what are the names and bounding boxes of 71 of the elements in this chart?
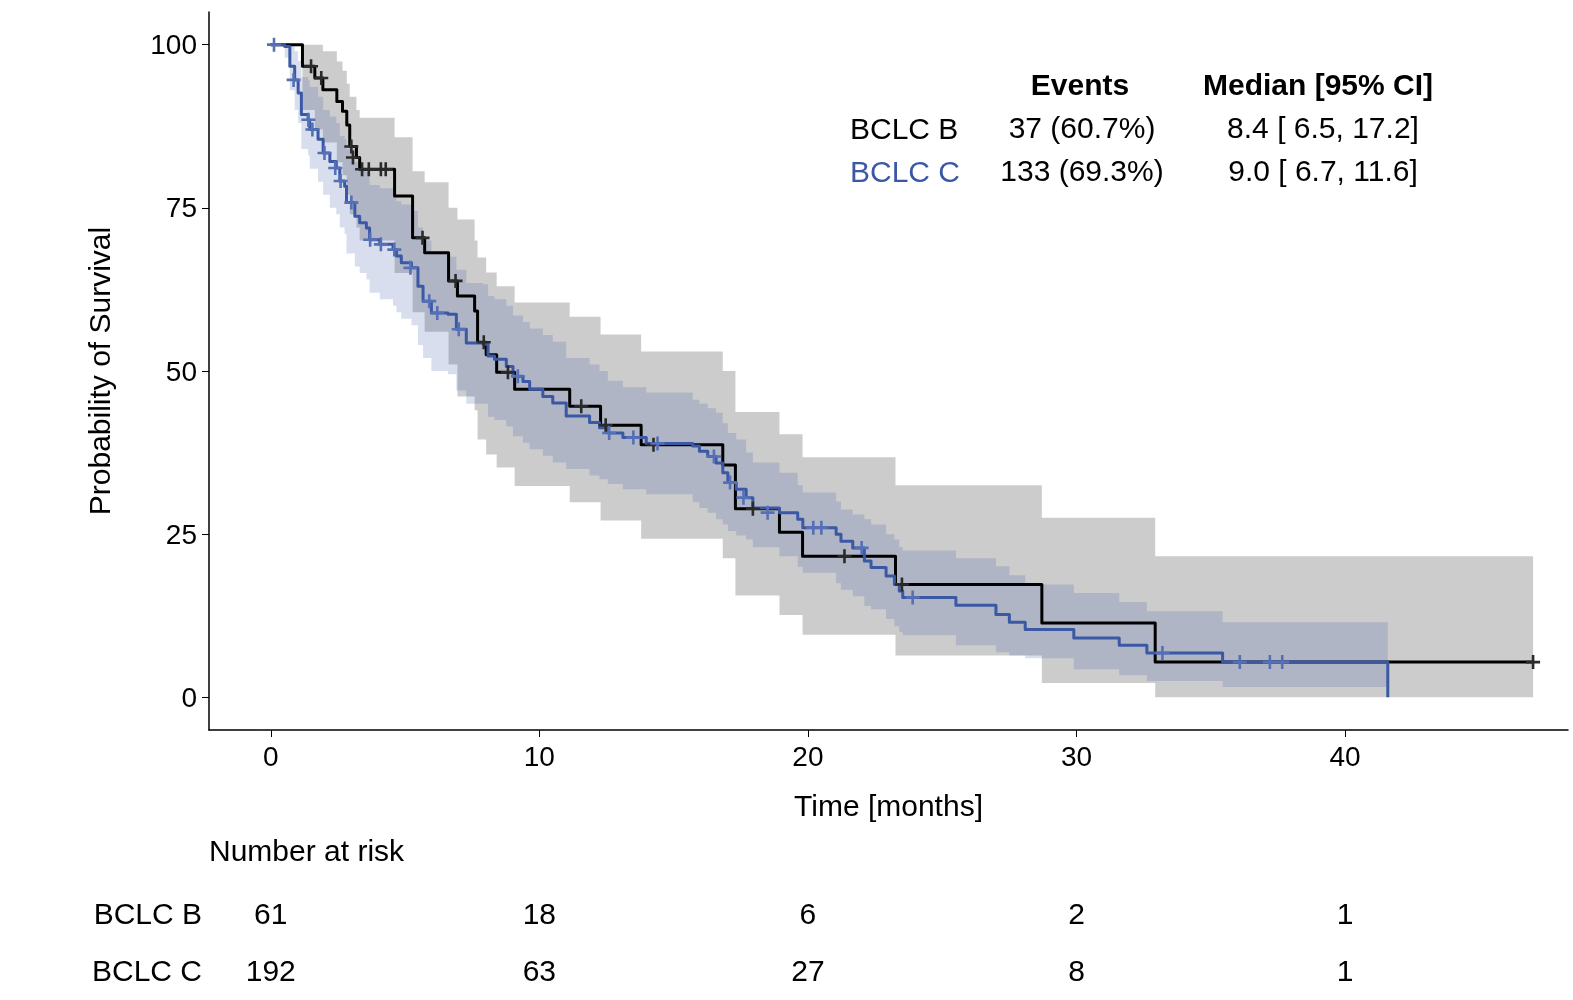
text: 8 [1068,953,1085,987]
point [1275,655,1290,670]
y-axis-title: Probability of Survival [82,226,116,516]
text: 27 [791,953,825,987]
annotation: 37 (60.7%) [1008,110,1156,144]
point [314,70,329,85]
point [328,161,343,175]
point [760,505,775,520]
y-tick-label: 0 [181,681,197,713]
point [837,549,852,564]
annotation: Median [95% CI] [1202,67,1434,101]
point [373,237,388,252]
point [598,418,613,433]
point [448,273,463,288]
point [267,37,281,52]
y-tick-label: 50 [165,355,197,387]
y-tick-label: 100 [150,29,197,61]
point [345,150,360,165]
x-tick-label: 10 [523,740,555,772]
text: BCLC C [850,154,961,188]
x-tick-label: 40 [1329,740,1361,772]
text: Number at risk [209,833,406,867]
text: BCLC B [850,111,959,145]
point [854,540,869,555]
text: BCLC B [93,896,202,930]
point [286,72,301,87]
x-axis-title: Time [months] [794,788,983,822]
text: 18 [522,896,557,930]
annotation: 9.0 [ 6.7, 11.6] [1228,153,1418,187]
point [1232,655,1247,670]
point [706,449,721,464]
text: BCLC C [91,953,202,987]
point [510,369,525,384]
point [415,230,430,245]
annotation: 133 (69.3%) [1000,153,1164,187]
point [317,145,332,160]
text: 192 [245,953,296,987]
text: 61 [254,896,288,930]
point [403,260,418,275]
point [430,305,445,320]
point [894,577,909,592]
point [1155,645,1170,660]
point [301,112,316,127]
x-tick-label: 20 [792,740,824,772]
point [574,399,589,414]
text: 1 [1336,953,1354,987]
annotation: 8.4 [ 6.5, 17.2] [1227,110,1419,144]
point [305,122,320,137]
annotation: Events [1030,67,1130,101]
point [344,195,359,210]
y-tick-label: 75 [165,192,197,224]
point [451,322,466,337]
point [745,501,760,516]
x-tick-label: 0 [262,740,279,772]
point [650,436,665,451]
point [626,430,641,445]
x-tick-label: 30 [1060,740,1093,772]
point [736,490,751,505]
point [422,294,437,309]
point [723,475,738,490]
text: 2 [1068,896,1085,930]
point [476,335,491,350]
text: 63 [522,953,557,987]
y-tick-label: 25 [165,518,197,550]
point [500,365,515,380]
point [387,242,402,257]
point [344,139,359,154]
text: 6 [799,896,817,930]
point [905,590,920,605]
text: 1 [1336,896,1354,930]
point [333,174,348,189]
